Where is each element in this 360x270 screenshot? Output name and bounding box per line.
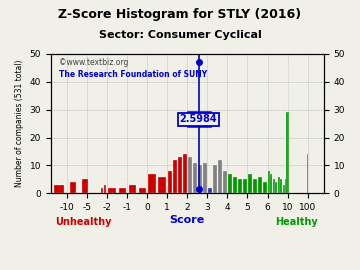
- Bar: [168, 171, 172, 194]
- Bar: [213, 166, 217, 194]
- Bar: [258, 177, 262, 194]
- Bar: [218, 160, 222, 194]
- Bar: [263, 182, 267, 194]
- Bar: [198, 166, 202, 194]
- Bar: [104, 185, 107, 194]
- Bar: [129, 185, 136, 194]
- Bar: [248, 174, 252, 194]
- Bar: [270, 174, 272, 194]
- Bar: [275, 182, 277, 194]
- Bar: [178, 157, 182, 194]
- Bar: [139, 188, 146, 194]
- Text: Unhealthy: Unhealthy: [55, 217, 111, 227]
- Bar: [253, 180, 257, 194]
- Text: Sector: Consumer Cyclical: Sector: Consumer Cyclical: [99, 30, 261, 40]
- Bar: [233, 177, 237, 194]
- Bar: [273, 180, 275, 194]
- Bar: [208, 188, 212, 194]
- Bar: [243, 180, 247, 194]
- Text: The Research Foundation of SUNY: The Research Foundation of SUNY: [59, 70, 207, 79]
- Bar: [278, 177, 280, 194]
- Y-axis label: Number of companies (531 total): Number of companies (531 total): [15, 60, 24, 187]
- Bar: [228, 174, 232, 194]
- Bar: [158, 177, 166, 194]
- Bar: [54, 185, 64, 194]
- Bar: [268, 171, 270, 194]
- X-axis label: Score: Score: [170, 215, 205, 225]
- Text: Healthy: Healthy: [275, 217, 318, 227]
- Text: ©www.textbiz.org: ©www.textbiz.org: [59, 58, 129, 67]
- Bar: [108, 188, 116, 194]
- Bar: [82, 180, 88, 194]
- Bar: [285, 180, 287, 194]
- Text: 2.5984: 2.5984: [180, 114, 217, 124]
- Bar: [148, 174, 156, 194]
- Bar: [203, 163, 207, 194]
- Bar: [280, 180, 282, 194]
- Bar: [307, 154, 308, 194]
- Bar: [101, 188, 103, 194]
- Bar: [223, 171, 227, 194]
- Bar: [286, 112, 289, 194]
- Bar: [173, 160, 177, 194]
- Bar: [183, 154, 187, 194]
- Bar: [70, 182, 76, 194]
- Text: Z-Score Histogram for STLY (2016): Z-Score Histogram for STLY (2016): [58, 8, 302, 21]
- Bar: [283, 185, 285, 194]
- Bar: [118, 188, 126, 194]
- Bar: [188, 157, 192, 194]
- Bar: [193, 163, 197, 194]
- Bar: [238, 180, 242, 194]
